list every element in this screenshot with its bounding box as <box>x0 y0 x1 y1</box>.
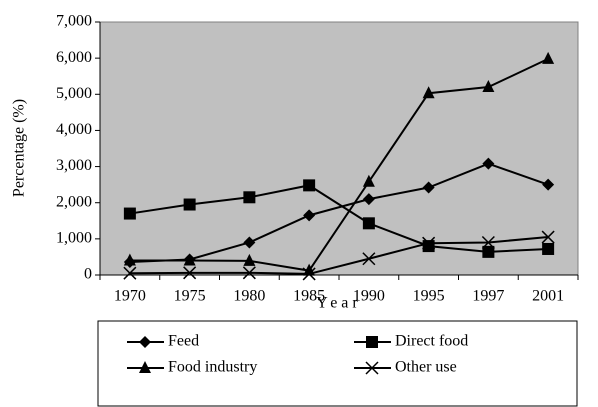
plot-area <box>99 21 579 276</box>
marker <box>482 80 495 93</box>
marker <box>123 207 136 220</box>
marker <box>542 178 555 191</box>
legend-box <box>97 320 578 407</box>
y-tick-label: 5,000 <box>56 85 92 102</box>
marker <box>243 236 256 249</box>
marker <box>541 230 555 244</box>
series-line <box>129 184 549 253</box>
x-tick-label: 1995 <box>413 288 445 305</box>
x-tick-label: 1985 <box>293 288 325 305</box>
legend-label: Direct food <box>395 333 468 350</box>
legend-label: Other use <box>395 359 457 376</box>
marker <box>365 361 379 375</box>
series-line <box>129 162 549 263</box>
marker <box>542 51 555 64</box>
marker <box>481 235 495 250</box>
series-line <box>129 236 549 275</box>
x-tick-label: 1975 <box>174 288 206 305</box>
marker <box>422 86 435 99</box>
y-tick-label: 6,000 <box>56 49 92 66</box>
marker <box>422 240 435 253</box>
marker <box>362 193 375 206</box>
y-tick-label: 1,000 <box>56 230 92 247</box>
marker <box>123 266 137 280</box>
marker <box>362 252 376 266</box>
marker <box>303 209 316 222</box>
y-tick-label: 3,000 <box>56 157 92 174</box>
x-tick-label: 2001 <box>532 288 564 305</box>
y-tick-label: 7,000 <box>56 13 92 30</box>
marker <box>366 336 378 348</box>
x-tick-label: 1990 <box>353 288 385 305</box>
marker <box>183 253 196 266</box>
marker <box>183 198 196 211</box>
marker <box>362 174 375 187</box>
marker <box>243 253 256 266</box>
legend-label: Feed <box>168 333 199 350</box>
marker <box>243 191 256 204</box>
marker <box>139 336 151 348</box>
marker <box>302 267 316 281</box>
marker <box>123 253 136 266</box>
marker <box>139 361 151 373</box>
y-tick-label: 4,000 <box>56 121 92 138</box>
y-axis-label: Percentage (%) <box>11 99 28 197</box>
x-axis-label: Year <box>316 295 361 312</box>
marker <box>422 181 435 194</box>
x-tick-label: 1980 <box>233 288 265 305</box>
marker <box>183 266 197 280</box>
series-line <box>129 57 549 272</box>
marker <box>482 245 495 258</box>
legend-label: Food industry <box>168 359 257 376</box>
x-tick-label: 1970 <box>114 288 146 305</box>
marker <box>303 179 316 192</box>
y-tick-label: 2,000 <box>56 193 92 210</box>
marker <box>422 236 436 250</box>
marker <box>482 157 495 170</box>
marker <box>242 266 256 280</box>
marker <box>542 242 555 255</box>
x-tick-label: 1997 <box>472 288 504 305</box>
marker <box>362 217 375 230</box>
y-tick-label: 0 <box>84 266 92 283</box>
